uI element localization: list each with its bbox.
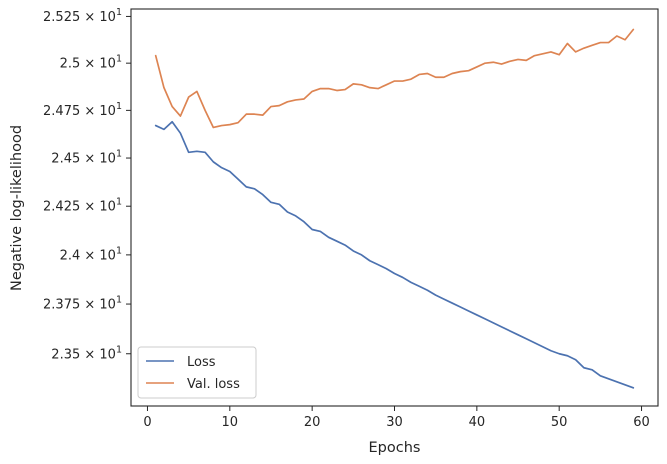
x-tick-label: 30 (386, 415, 403, 430)
y-tick-label: 2.35 × 101 (51, 344, 122, 362)
x-tick-label: 0 (143, 415, 151, 430)
x-tick-label: 40 (469, 415, 486, 430)
series-layer (154, 28, 635, 389)
x-axis-ticks: 0 10 20 30 40 50 60 (143, 406, 650, 430)
y-tick-label: 2.525 × 101 (43, 7, 122, 25)
legend-box (137, 346, 257, 399)
y-tick-label: 2.45 × 101 (51, 149, 122, 167)
y-tick-label: 2.375 × 101 (43, 295, 122, 313)
x-tick-label: 60 (633, 415, 650, 430)
y-axis-ticks: 2.35 × 101 2.375 × 101 2.4 × 101 2.425 × 10… (43, 7, 131, 362)
legend-label-val-loss: Val. loss (187, 377, 240, 392)
legend-label-loss: Loss (187, 355, 216, 370)
y-tick-label: 2.475 × 101 (43, 101, 122, 119)
x-tick-label: 20 (304, 415, 321, 430)
x-axis-label: Epochs (369, 440, 421, 456)
series-line-val-loss (154, 28, 635, 129)
series-line-loss (154, 120, 635, 389)
y-axis-label: Negative log-likelihood (9, 125, 25, 291)
y-tick-label: 2.4 × 101 (60, 245, 122, 263)
x-tick-label: 50 (551, 415, 568, 430)
y-tick-label: 2.5 × 101 (60, 54, 122, 72)
x-tick-label: 10 (222, 415, 239, 430)
legend: Loss Val. loss (137, 346, 257, 399)
y-tick-label: 2.425 × 101 (43, 197, 122, 215)
